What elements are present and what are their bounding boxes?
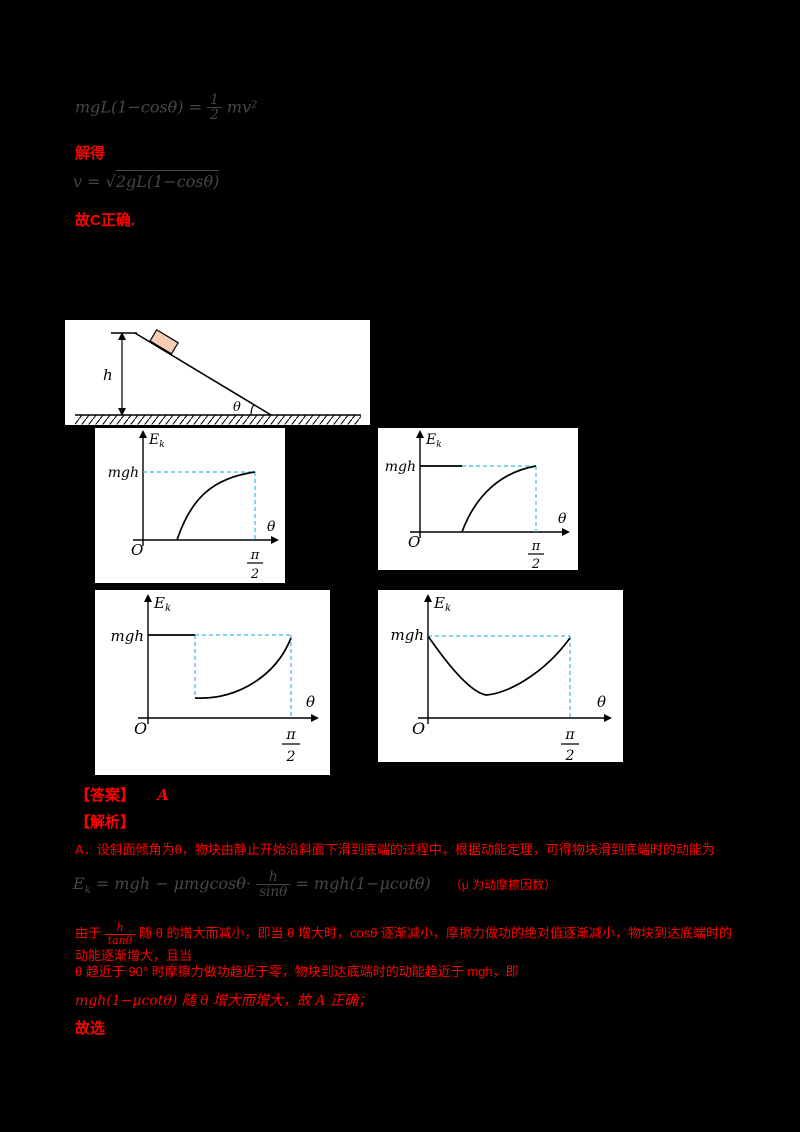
analysis-formula-row: Ek = mgh − μmgcosθ· h sinθ = mgh(1−μcotθ)… [73, 870, 556, 900]
option-c-graph: Ek mgh O θ π 2 [95, 590, 330, 775]
origin-label: O [134, 719, 147, 738]
mgh-label: mgh [385, 459, 416, 475]
pi-over-2-tick: π 2 [282, 727, 300, 765]
option-b-graph: Ek mgh O θ π 2 [378, 428, 578, 572]
mgh-label: mgh [391, 626, 425, 644]
height-label: h [103, 366, 113, 384]
axes [418, 594, 612, 724]
option-c-svg: Ek mgh O θ π 2 [111, 594, 319, 765]
incline-figure-svg: h θ [75, 329, 361, 425]
incline-figure: h θ [65, 320, 370, 425]
solve-label: 解得 [75, 145, 106, 162]
y-axis-label: Ek [425, 432, 442, 450]
origin-label: O [412, 719, 425, 738]
option-b-svg: Ek mgh O θ π 2 [385, 430, 570, 572]
ground [75, 414, 361, 425]
conclusion-c-correct: 故C正确. [75, 212, 136, 229]
svg-text:2: 2 [565, 748, 575, 762]
analysis-paragraph-2: 由于 h tanθ 随 θ 的增大而减小，即当 θ 增大时，cosθ 逐渐减小，摩… [75, 921, 733, 964]
mgh-label: mgh [108, 465, 139, 481]
analysis-paragraph-3: θ 趋近于 90° 时摩擦力做功趋近于零，物块到达底端时的动能趋近于 mgh，即 [75, 964, 519, 979]
block-on-incline [149, 329, 179, 355]
incline-surface [134, 332, 272, 416]
option-d-svg: Ek mgh O θ π 2 [391, 594, 612, 764]
svg-text:π: π [250, 548, 260, 563]
formula2-pre: v = [73, 172, 101, 191]
reference-dashes [420, 465, 537, 532]
option-a-svg: Ek mgh O θ π 2 [108, 430, 279, 582]
formula1-pre: mgL(1−cosθ) = [75, 97, 203, 117]
reference-dashes [194, 634, 292, 718]
x-axis-label: θ [558, 511, 567, 527]
analysis-result-line: mgh(1−μcotθ) 随 θ 增大而增大，故 A 正确； [75, 993, 373, 1009]
angle-label: θ [233, 400, 241, 415]
answer-value: A [157, 786, 169, 804]
origin-label: O [408, 533, 420, 551]
y-axis-label: Ek [153, 594, 171, 614]
pi-over-2-tick: π 2 [528, 539, 544, 572]
svg-text:π: π [564, 727, 575, 743]
analysis-label: 【解析】 [75, 814, 136, 831]
formula-speed-result: v = √2gL(1−cosθ) [73, 170, 220, 191]
x-axis-label: θ [306, 693, 315, 711]
pi-over-2-tick: π 2 [247, 548, 263, 582]
answer-line: 【答案】 A [75, 784, 169, 808]
axes [138, 594, 319, 724]
ek-curve [194, 637, 292, 699]
formula-note: （μ 为动摩擦因数） [449, 878, 557, 893]
ek-curve [427, 635, 571, 696]
axes [410, 430, 570, 538]
ek-curve [176, 471, 256, 541]
final-conclusion: 故选 [75, 1020, 106, 1037]
x-axis-label: θ [267, 519, 276, 535]
y-axis-label: Ek [148, 432, 165, 450]
pi-over-2-tick: π 2 [561, 727, 579, 764]
x-axis-label: θ [597, 693, 606, 711]
origin-label: O [131, 541, 143, 559]
reference-dashes [428, 635, 571, 718]
fraction-h-over-tan: h tanθ [104, 922, 136, 946]
svg-text:2: 2 [286, 749, 296, 765]
formula2-root: 2gL(1−cosθ) [115, 170, 220, 191]
mgh-label: mgh [111, 627, 145, 645]
analysis-paragraph-1: A．设斜面倾角为θ，物块由静止开始沿斜面下滑到底端的过程中，根据动能定理，可得物… [75, 842, 715, 857]
ek-curve [461, 465, 537, 533]
height-arrow [118, 332, 126, 416]
y-axis-label: Ek [433, 594, 451, 614]
svg-text:2: 2 [531, 557, 540, 570]
formula1-post: mv² [226, 97, 258, 117]
axes [133, 430, 279, 546]
sqrt-sign: √ [105, 172, 116, 191]
angle-arc [250, 404, 255, 416]
svg-text:π: π [285, 727, 296, 743]
option-d-graph: Ek mgh O θ π 2 [378, 590, 623, 764]
analysis-formula: Ek = mgh − μmgcosθ· h sinθ = mgh(1−μcotθ) [73, 869, 431, 901]
reference-dashes [143, 471, 256, 540]
option-a-graph: Ek mgh O θ π 2 [95, 428, 285, 583]
svg-text:2: 2 [250, 567, 259, 582]
fraction-h-over-sin: h sinθ [256, 870, 291, 900]
answer-label: 【答案】 [75, 787, 136, 804]
svg-text:π: π [531, 539, 541, 554]
